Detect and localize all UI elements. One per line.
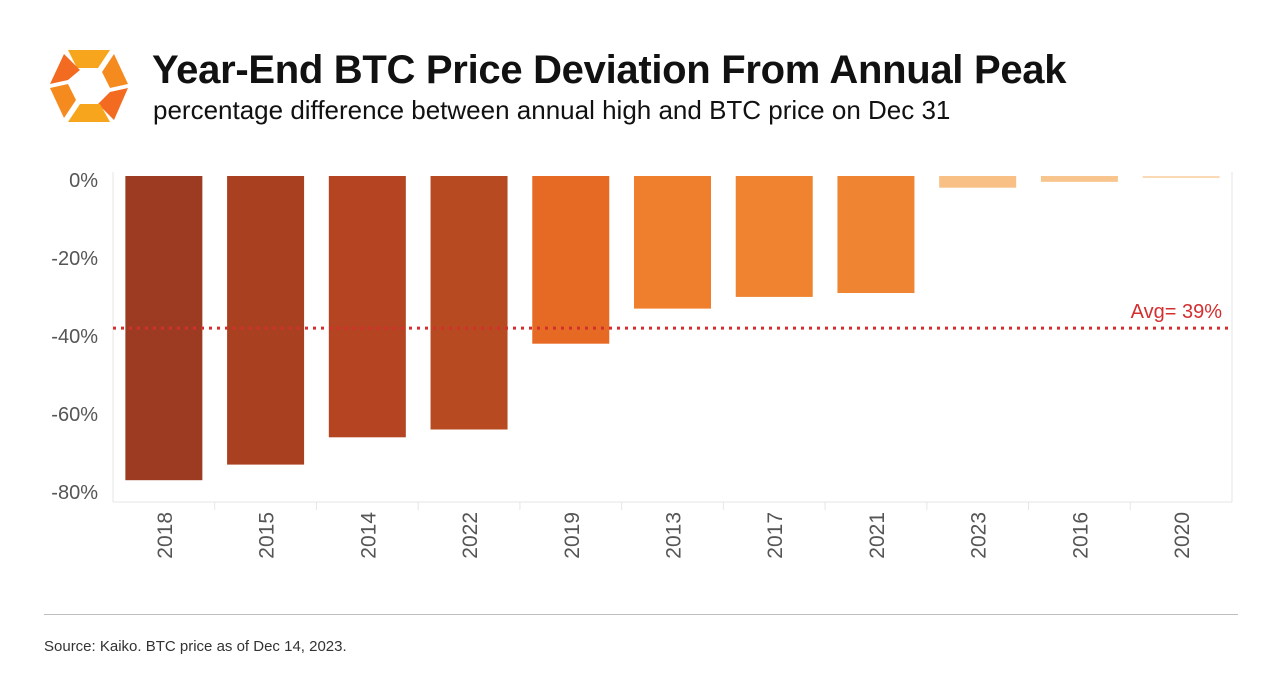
bar-2017 [735, 176, 813, 297]
x-tick-label: 2017 [764, 512, 787, 559]
chart-title: Year-End BTC Price Deviation From Annual… [152, 48, 1067, 92]
source-note: Source: Kaiko. BTC price as of Dec 14, 2… [44, 638, 347, 655]
y-tick-label: -60% [51, 404, 98, 426]
x-tick-label: 2016 [1069, 512, 1092, 559]
x-tick-label: 2023 [968, 512, 991, 559]
average-label: Avg= 39% [1131, 301, 1223, 323]
y-tick-label: -40% [51, 326, 98, 348]
bar-2020 [1142, 176, 1220, 178]
x-tick-label: 2022 [459, 512, 482, 559]
chart-subtitle: percentage difference between annual hig… [153, 95, 951, 125]
x-tick-label: 2013 [663, 512, 686, 559]
x-tick-label: 2021 [866, 512, 889, 559]
x-tick-label: 2015 [256, 512, 279, 559]
bar-2023 [939, 176, 1017, 188]
bar-2022 [430, 176, 508, 430]
bar-2014 [328, 176, 406, 438]
bar-2013 [634, 176, 711, 309]
x-tick-label: 2018 [154, 512, 177, 559]
x-tick-label: 2020 [1171, 512, 1194, 559]
y-tick-label: -20% [51, 248, 98, 270]
bar-2021 [837, 176, 915, 293]
footer-divider [44, 614, 1238, 615]
bar-2016 [1040, 176, 1118, 182]
bar-2015 [227, 176, 305, 465]
x-tick-label: 2019 [561, 512, 584, 559]
kaiko-logo-icon [50, 50, 128, 122]
bar-2019 [532, 176, 610, 344]
y-tick-label: -80% [51, 482, 98, 504]
y-tick-label: 0% [69, 170, 98, 192]
x-tick-label: 2014 [357, 512, 380, 559]
